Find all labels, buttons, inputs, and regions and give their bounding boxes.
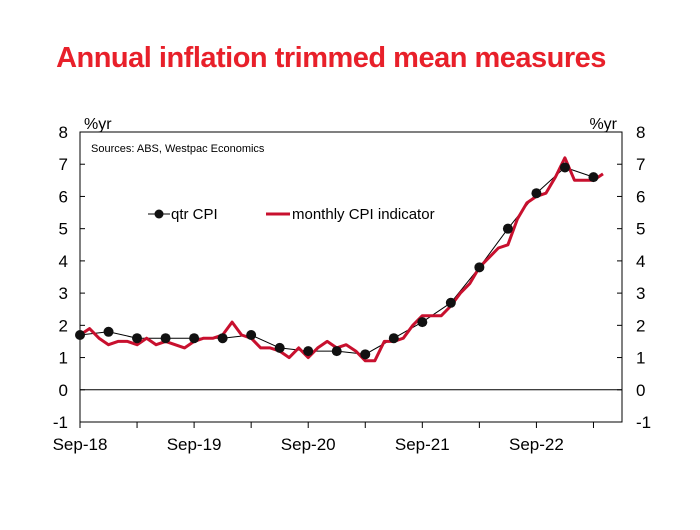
qtr-cpi-point — [588, 172, 599, 183]
y-tick-label-right: -1 — [636, 413, 651, 432]
qtr-cpi-point — [246, 330, 257, 340]
qtr-cpi-point — [531, 188, 542, 199]
qtr-cpi-point — [217, 333, 228, 344]
y-tick-label-right: 0 — [636, 381, 645, 400]
qtr-cpi-point — [303, 346, 314, 357]
y-tick-label-right: 4 — [636, 252, 645, 271]
right-axis-unit: %yr — [589, 116, 617, 133]
y-tick-label-right: 5 — [636, 220, 645, 239]
qtr-cpi-point — [474, 262, 485, 273]
x-tick-label: Sep-22 — [509, 435, 564, 454]
y-tick-label-right: 7 — [636, 155, 645, 174]
y-tick-label-left: 0 — [59, 381, 68, 400]
chart-title: Annual inflation trimmed mean measures — [56, 42, 606, 74]
qtr-cpi-point — [331, 346, 342, 357]
legend-label-qtr-cpi: qtr CPI — [171, 206, 218, 223]
y-tick-label-left: 4 — [59, 252, 68, 271]
qtr-cpi-line — [79, 166, 594, 355]
qtr-cpi-point — [160, 333, 171, 344]
y-tick-label-left: 8 — [59, 123, 68, 142]
y-tick-label-left: 1 — [59, 349, 68, 368]
legend-label-monthly-cpi: monthly CPI indicator — [292, 206, 435, 223]
qtr-cpi-point — [103, 326, 114, 337]
y-tick-label-right: 6 — [636, 187, 645, 206]
x-tick-label: Sep-18 — [53, 435, 108, 454]
monthly-cpi-line — [79, 156, 604, 363]
qtr-cpi-point — [75, 330, 85, 340]
x-tick-label: Sep-20 — [281, 435, 336, 454]
qtr-cpi-point — [360, 349, 371, 360]
y-tick-label-left: 6 — [59, 187, 68, 206]
y-tick-label-left: -1 — [53, 413, 68, 432]
y-tick-label-left: 2 — [59, 316, 68, 335]
y-tick-label-left: 5 — [59, 220, 68, 239]
qtr-cpi-point — [445, 297, 456, 308]
left-axis-unit: %yr — [84, 116, 112, 133]
y-tick-label-right: 8 — [636, 123, 645, 142]
qtr-cpi-point — [388, 333, 399, 344]
legend-marker-qtr-cpi — [154, 209, 164, 219]
y-tick-label-right: 2 — [636, 316, 645, 335]
x-tick-label: Sep-21 — [395, 435, 450, 454]
qtr-cpi-point — [417, 317, 428, 328]
qtr-cpi-point — [132, 333, 143, 344]
x-tick-label: Sep-19 — [167, 435, 222, 454]
y-tick-label-right: 3 — [636, 284, 645, 303]
legend: qtr CPI monthly CPI indicator — [148, 206, 435, 223]
y-tick-label-left: 3 — [59, 284, 68, 303]
source-note: Sources: ABS, Westpac Economics — [91, 143, 265, 155]
qtr-cpi-point — [502, 223, 513, 234]
y-tick-label-left: 7 — [59, 155, 68, 174]
qtr-cpi-point — [274, 342, 285, 353]
qtr-cpi-point — [559, 162, 570, 173]
y-tick-label-right: 1 — [636, 349, 645, 368]
qtr-cpi-point — [189, 333, 200, 344]
plot-frame — [79, 131, 623, 423]
